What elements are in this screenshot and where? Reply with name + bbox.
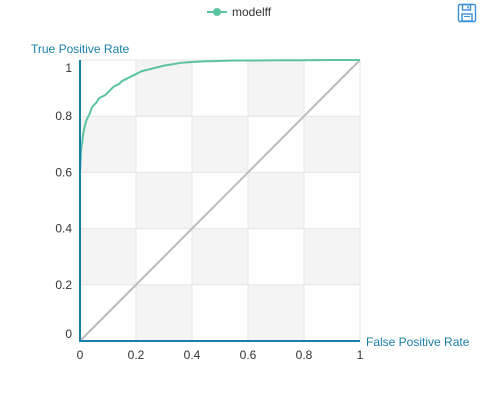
plot-band <box>136 116 192 173</box>
y-axis-label: True Positive Rate <box>31 42 130 56</box>
plot-band <box>192 228 248 285</box>
axes <box>79 60 360 342</box>
x-tick-label: 1 <box>357 348 364 362</box>
plot-band <box>248 284 304 341</box>
plot-band <box>80 60 136 117</box>
plot-band <box>304 284 360 341</box>
plot-band <box>80 228 136 285</box>
diagonal-reference-line <box>79 59 361 342</box>
plot-band <box>192 284 248 341</box>
x-tick-label: 0.8 <box>296 348 313 362</box>
plot-band <box>248 60 304 117</box>
y-tick-label: 1 <box>65 61 72 75</box>
x-tick-label: 0 <box>77 348 84 362</box>
plot-band <box>248 172 304 229</box>
y-tick-label: 0 <box>65 327 72 341</box>
series-layer <box>79 59 361 342</box>
x-tick-label: 0.2 <box>128 348 145 362</box>
legend[interactable]: modelff <box>207 5 272 19</box>
y-tick-label: 0.8 <box>55 109 72 123</box>
plot-band <box>304 228 360 285</box>
tick-labels: 0 0.2 0.4 0.6 0.8 1 0 0.2 0.4 0.6 0.8 1 <box>55 61 363 362</box>
x-axis-label: False Positive Rate <box>366 335 470 349</box>
y-tick-label: 0.6 <box>55 165 72 179</box>
legend-label: modelff <box>232 5 272 19</box>
x-tick-label: 0.4 <box>184 348 201 362</box>
plot-band <box>80 116 136 173</box>
plot-band <box>136 172 192 229</box>
plot-band <box>136 284 192 341</box>
plot-band <box>304 172 360 229</box>
plot-band <box>192 116 248 173</box>
x-tick-label: 0.6 <box>240 348 257 362</box>
plot-band <box>136 60 192 117</box>
plot-band <box>80 172 136 229</box>
plot-band <box>304 116 360 173</box>
save-icon[interactable] <box>456 2 478 24</box>
plot-bands <box>80 60 360 341</box>
y-tick-label: 0.2 <box>55 278 72 292</box>
y-tick-label: 0.4 <box>55 222 72 236</box>
plot-band <box>192 60 248 117</box>
grid-lines <box>80 59 361 341</box>
roc-curve-line[interactable] <box>79 59 360 341</box>
plot-band <box>248 228 304 285</box>
